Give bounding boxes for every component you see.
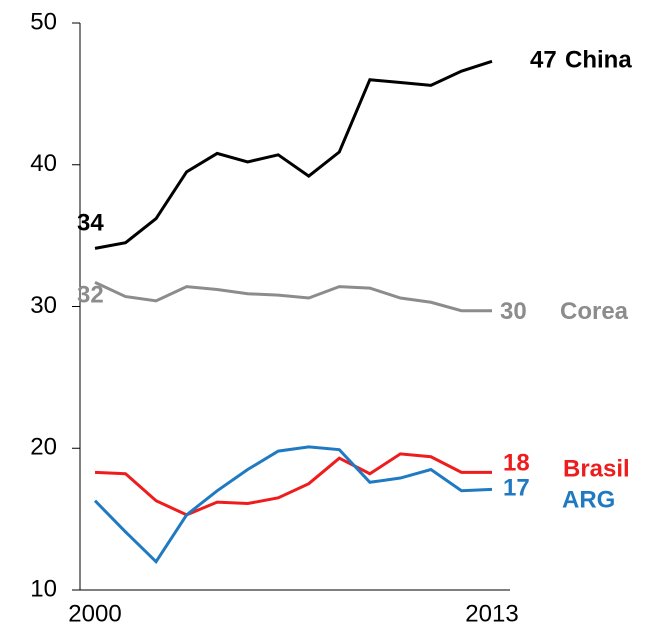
x-tick-label: 2013 bbox=[465, 600, 518, 627]
line-series bbox=[94, 281, 492, 313]
legend-label: Brasil bbox=[563, 456, 630, 483]
value-label: 18 bbox=[503, 450, 530, 477]
value-label: 30 bbox=[500, 298, 527, 325]
line-series bbox=[93, 445, 493, 564]
value-label: 34 bbox=[77, 210, 104, 237]
line-series bbox=[94, 452, 492, 517]
y-tick-label: 50 bbox=[30, 8, 57, 35]
y-tick-label: 10 bbox=[30, 575, 57, 602]
legend-label: China bbox=[565, 47, 632, 74]
value-label: 32 bbox=[77, 282, 104, 309]
y-tick-label: 30 bbox=[30, 292, 57, 319]
x-tick-label: 2000 bbox=[68, 600, 121, 627]
y-tick-label: 40 bbox=[30, 150, 57, 177]
legend-label: Corea bbox=[560, 298, 629, 325]
line-series bbox=[94, 59, 493, 250]
legend-label: ARG bbox=[562, 487, 615, 514]
value-label: 17 bbox=[503, 475, 530, 502]
y-tick-label: 20 bbox=[30, 434, 57, 461]
value-label: 47 bbox=[530, 47, 557, 74]
